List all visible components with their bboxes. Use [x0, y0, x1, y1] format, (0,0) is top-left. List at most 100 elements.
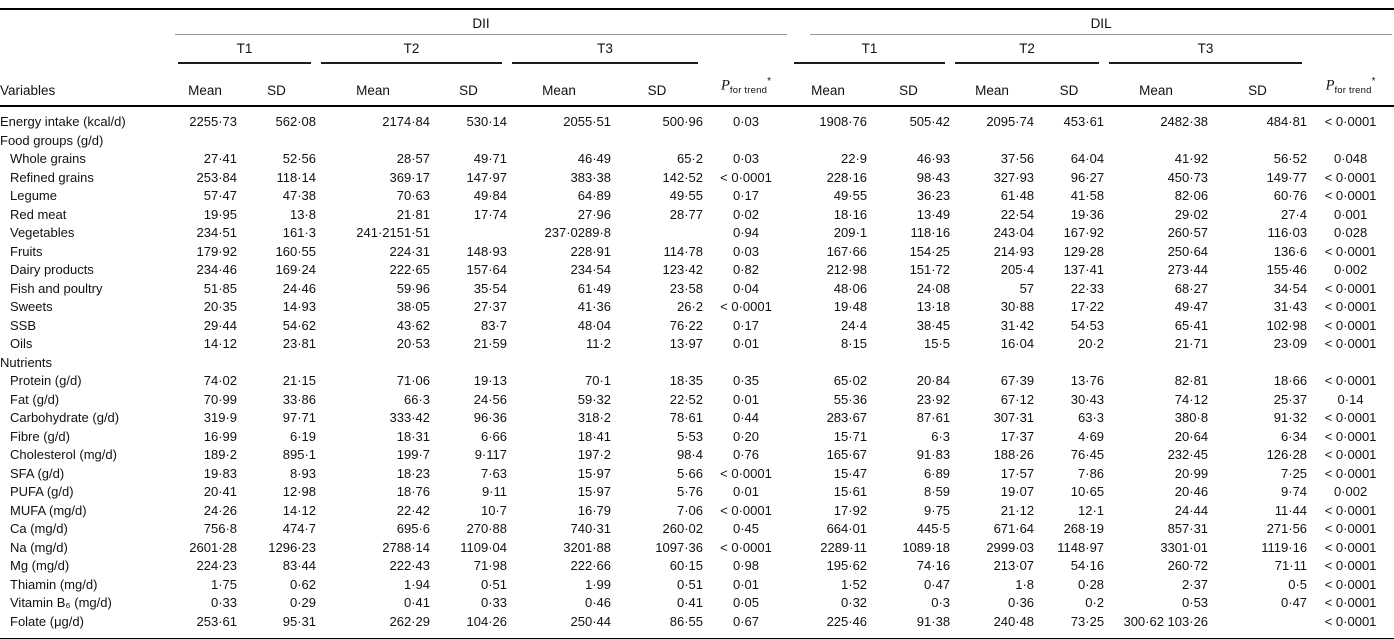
cell-sd: 283·67: [826, 410, 868, 425]
cell-sd: 33·86: [282, 391, 316, 407]
cell-mean: 0·5: [1288, 576, 1308, 592]
cell-mean: 740·31: [570, 521, 611, 536]
cell-p-value: < 0·0001: [1324, 428, 1377, 444]
cell-mean: 22·33: [1070, 280, 1105, 296]
cell-mean: 64·04: [1070, 151, 1105, 166]
tertile-header-dii-t1: T1: [173, 35, 316, 64]
cell-sd: 3301·01: [1160, 539, 1209, 555]
tertile-label: T1: [178, 41, 311, 64]
cell-mean: 149·77: [1266, 169, 1308, 185]
cell-mean: 6·89: [924, 465, 951, 481]
cell-sd: 24·46: [282, 280, 316, 296]
table-row: Protein (g/d) 74·02 21·15 71·06 19·13 70·1 18·…: [0, 372, 1394, 391]
cell-sd: 243·04: [993, 225, 1035, 240]
sd-column-header: SD: [867, 64, 951, 107]
cell-mean: [173, 354, 237, 373]
cell-mean: 63·3: [1078, 410, 1105, 425]
cell-mean: 4·69: [1078, 428, 1105, 444]
cell-sd: 250·64: [1167, 243, 1209, 259]
cell-sd: 2095·74: [986, 114, 1035, 129]
cell-sd: 19·07: [1000, 484, 1035, 499]
row-label: SFA (g/d): [10, 465, 65, 481]
row-label: Whole grains: [10, 151, 86, 166]
row-label: SSB: [10, 317, 37, 333]
cell-sd: 60·15: [669, 558, 703, 573]
table-row: Fruits 179·92 160·55 224·31 148·93 228·91 114·…: [0, 243, 1394, 262]
cell-mean: [1034, 354, 1104, 373]
cell-p-value: 0·67: [733, 613, 760, 629]
table-row: Ca (mg/d) 756·8 474·7 695·6 270·88 740·31 260·…: [0, 520, 1394, 539]
table-row: Oils 14·12 23·81 20·53 21·59 11·2 13·97 0·01 8·1…: [0, 335, 1394, 354]
cell-mean: 74·16: [916, 558, 951, 573]
cell-mean: 102·98: [1266, 317, 1308, 333]
cell-sd: [950, 132, 1034, 151]
cell-p-value: 0·01: [733, 576, 760, 592]
cell-sd: 450·73: [1167, 169, 1209, 185]
cell-mean: 20·53: [396, 336, 430, 351]
cell-sd: 157·64: [466, 262, 507, 277]
cell-mean: 383·38: [570, 169, 611, 185]
tertile-label: T3: [512, 41, 698, 64]
cell-sd: 147·97: [466, 169, 507, 185]
cell-p-value: 0·02: [733, 206, 760, 222]
cell-sd: 0·36: [1008, 595, 1035, 610]
cell-mean: 61·49: [577, 280, 611, 296]
cell-sd: 97·71: [282, 410, 316, 425]
row-label: Fish and poultry: [10, 280, 103, 296]
p-for-trend-column-header: Pfor trend*: [703, 64, 790, 107]
cell-mean: 2601·28: [189, 539, 237, 555]
cell-sd: 74·12: [1174, 391, 1209, 407]
tertile-header-dii-t3: T3: [507, 35, 703, 64]
table-row: Fish and poultry 51·85 24·46 59·96 35·54 61·4…: [0, 280, 1394, 299]
table-row: Fat (g/d) 70·99 33·86 66·3 24·56 59·32 22·52 0·…: [0, 391, 1394, 410]
cell-mean: 6·34: [1281, 428, 1308, 444]
cell-p-value: [703, 132, 789, 151]
sd-column-header: SD: [1034, 64, 1105, 107]
cell-mean: 756·8: [203, 521, 237, 536]
cell-mean: 30·43: [1070, 391, 1105, 407]
table-row: Thiamin (mg/d) 1·75 0·62 1·94 0·51 1·99 0·51 0·…: [0, 576, 1394, 595]
section-row: Nutrients: [0, 354, 1394, 373]
cell-p-value: 0·17: [733, 188, 760, 203]
tertile-header-dil-t2: T2: [950, 35, 1104, 64]
cell-p-value: [703, 354, 789, 373]
cell-sd: 2289·11: [820, 539, 868, 555]
cell-sd: 104·26: [466, 613, 507, 629]
cell-sd: 118·14: [276, 169, 316, 185]
cell-p-value: < 0·0001: [1324, 317, 1377, 333]
cell-sd: 67·12: [1000, 391, 1035, 407]
tertile-label: T2: [321, 41, 502, 64]
cell-sd: 1296·23: [268, 539, 316, 555]
cell-mean: 60·76: [1273, 188, 1308, 203]
cell-mean: 189·2: [203, 447, 237, 462]
cell-mean: 179·92: [196, 243, 237, 259]
cell-sd: [611, 354, 703, 373]
cell-mean: 6·3: [931, 428, 951, 444]
sd-column-header: SD: [430, 64, 507, 107]
tertile-header-dii-t2: T2: [316, 35, 507, 64]
table-row: Cholesterol (mg/d) 189·2 895·1 199·7 9·117 19…: [0, 446, 1394, 465]
cell-mean: 7·86: [1078, 465, 1105, 481]
cell-sd: 55·36: [833, 391, 868, 407]
cell-sd: 82·06: [1174, 188, 1209, 203]
cell-p-value: 0·20: [733, 428, 760, 444]
cell-p-value: < 0·0001: [1324, 299, 1377, 314]
sd-column-header: SD: [611, 64, 703, 107]
cell-sd: 49·55: [833, 188, 868, 203]
cell-sd: 28·77: [669, 206, 703, 222]
cell-sd: 160·55: [275, 243, 316, 259]
row-label: Cholesterol (mg/d): [10, 447, 117, 462]
table-body: Energy intake (kcal/d) 2255·73 562·08 2174·…: [0, 106, 1394, 639]
cell-sd: 21·15: [282, 373, 316, 388]
cell-sd: 13·8: [289, 206, 316, 222]
cell-sd: 1·52: [841, 576, 868, 592]
cell-mean: 0·46: [584, 595, 611, 610]
cell-sd: 61·48: [1000, 188, 1035, 203]
cell-mean: 116·03: [1267, 225, 1308, 240]
cell-sd: 76·22: [669, 317, 703, 333]
cell-sd: 35·54: [473, 280, 507, 296]
cell-sd: 24·56: [473, 391, 507, 407]
cell-sd: 83·7: [480, 317, 507, 333]
cell-sd: 24·4: [841, 317, 868, 333]
cell-mean: 20·84: [916, 373, 951, 388]
